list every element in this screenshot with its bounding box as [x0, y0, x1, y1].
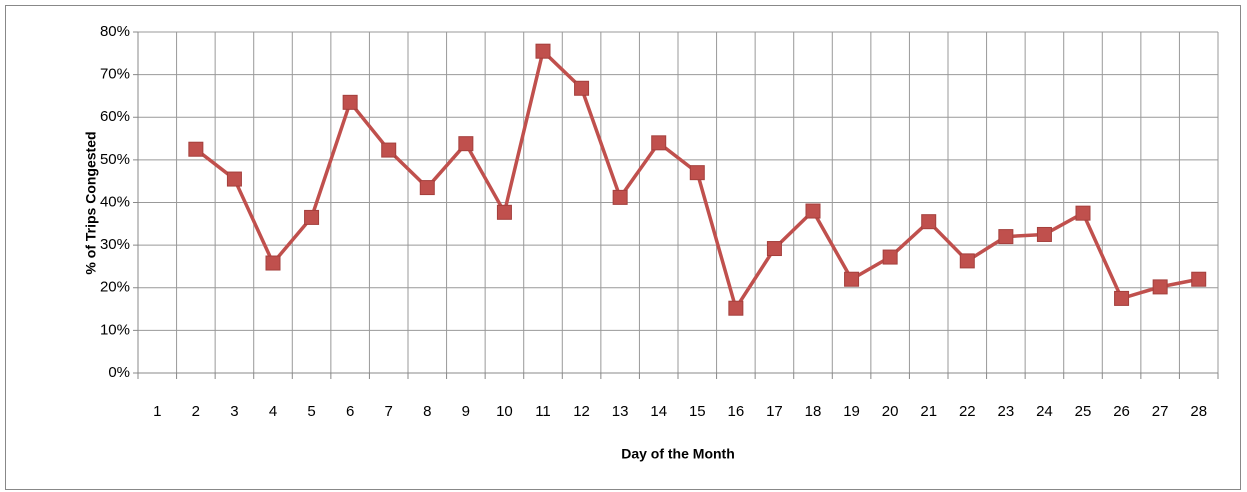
x-tick-label: 16 — [728, 403, 745, 420]
x-tick-label: 20 — [882, 403, 899, 420]
x-tick-label: 12 — [573, 403, 590, 420]
point-marker — [1036, 226, 1052, 242]
x-tick-label: 2 — [192, 403, 200, 420]
point-marker — [226, 171, 242, 187]
y-tick-label: 30% — [100, 236, 130, 253]
x-tick-label: 18 — [805, 403, 822, 420]
x-tick-label: 26 — [1113, 403, 1130, 420]
y-tick-label: 40% — [100, 193, 130, 210]
x-tick-label: 24 — [1036, 403, 1053, 420]
y-axis-title: % of Trips Congested — [83, 131, 99, 274]
point-marker — [728, 300, 744, 316]
point-marker — [882, 249, 898, 265]
x-tick-label: 22 — [959, 403, 976, 420]
point-marker — [766, 241, 782, 257]
x-tick-label: 8 — [423, 403, 431, 420]
y-tick-label: 0% — [108, 364, 130, 381]
point-marker — [304, 209, 320, 225]
y-tick-label: 50% — [100, 151, 130, 168]
point-marker — [458, 136, 474, 152]
point-marker — [844, 271, 860, 287]
point-marker — [651, 135, 667, 151]
x-tick-label: 27 — [1152, 403, 1169, 420]
x-tick-label: 15 — [689, 403, 706, 420]
point-marker — [535, 43, 551, 59]
point-marker — [1191, 271, 1207, 287]
point-marker — [959, 253, 975, 269]
y-tick-label: 10% — [100, 321, 130, 338]
y-tick-label: 60% — [100, 108, 130, 125]
x-tick-label: 14 — [650, 403, 667, 420]
x-tick-label: 10 — [496, 403, 513, 420]
y-tick-label: 20% — [100, 279, 130, 296]
x-tick-label: 25 — [1075, 403, 1092, 420]
point-marker — [342, 94, 358, 110]
point-marker — [998, 229, 1014, 245]
point-marker — [265, 255, 281, 271]
x-tick-label: 11 — [535, 403, 551, 420]
y-tick-label: 70% — [100, 66, 130, 83]
x-tick-label: 19 — [843, 403, 860, 420]
x-tick-label: 4 — [269, 403, 277, 420]
point-marker — [1152, 279, 1168, 295]
point-marker — [805, 203, 821, 219]
point-marker — [1114, 290, 1130, 306]
x-tick-label: 17 — [766, 403, 783, 420]
point-marker — [419, 180, 435, 196]
y-tick-label: 80% — [100, 23, 130, 40]
x-tick-label: 28 — [1190, 403, 1207, 420]
x-tick-label: 6 — [346, 403, 354, 420]
x-tick-label: 23 — [998, 403, 1015, 420]
x-tick-label: 5 — [307, 403, 315, 420]
point-marker — [689, 165, 705, 181]
point-marker — [381, 142, 397, 158]
x-axis-title: Day of the Month — [621, 446, 735, 462]
x-tick-label: 1 — [153, 403, 161, 420]
chart-frame — [5, 5, 1241, 490]
x-tick-label: 3 — [230, 403, 238, 420]
point-marker — [921, 214, 937, 230]
x-tick-label: 9 — [462, 403, 470, 420]
x-tick-label: 7 — [385, 403, 393, 420]
point-marker — [612, 189, 628, 205]
point-marker — [1075, 205, 1091, 221]
point-marker — [574, 80, 590, 96]
x-tick-label: 21 — [920, 403, 937, 420]
x-tick-label: 13 — [612, 403, 629, 420]
point-marker — [496, 204, 512, 220]
point-marker — [188, 141, 204, 157]
